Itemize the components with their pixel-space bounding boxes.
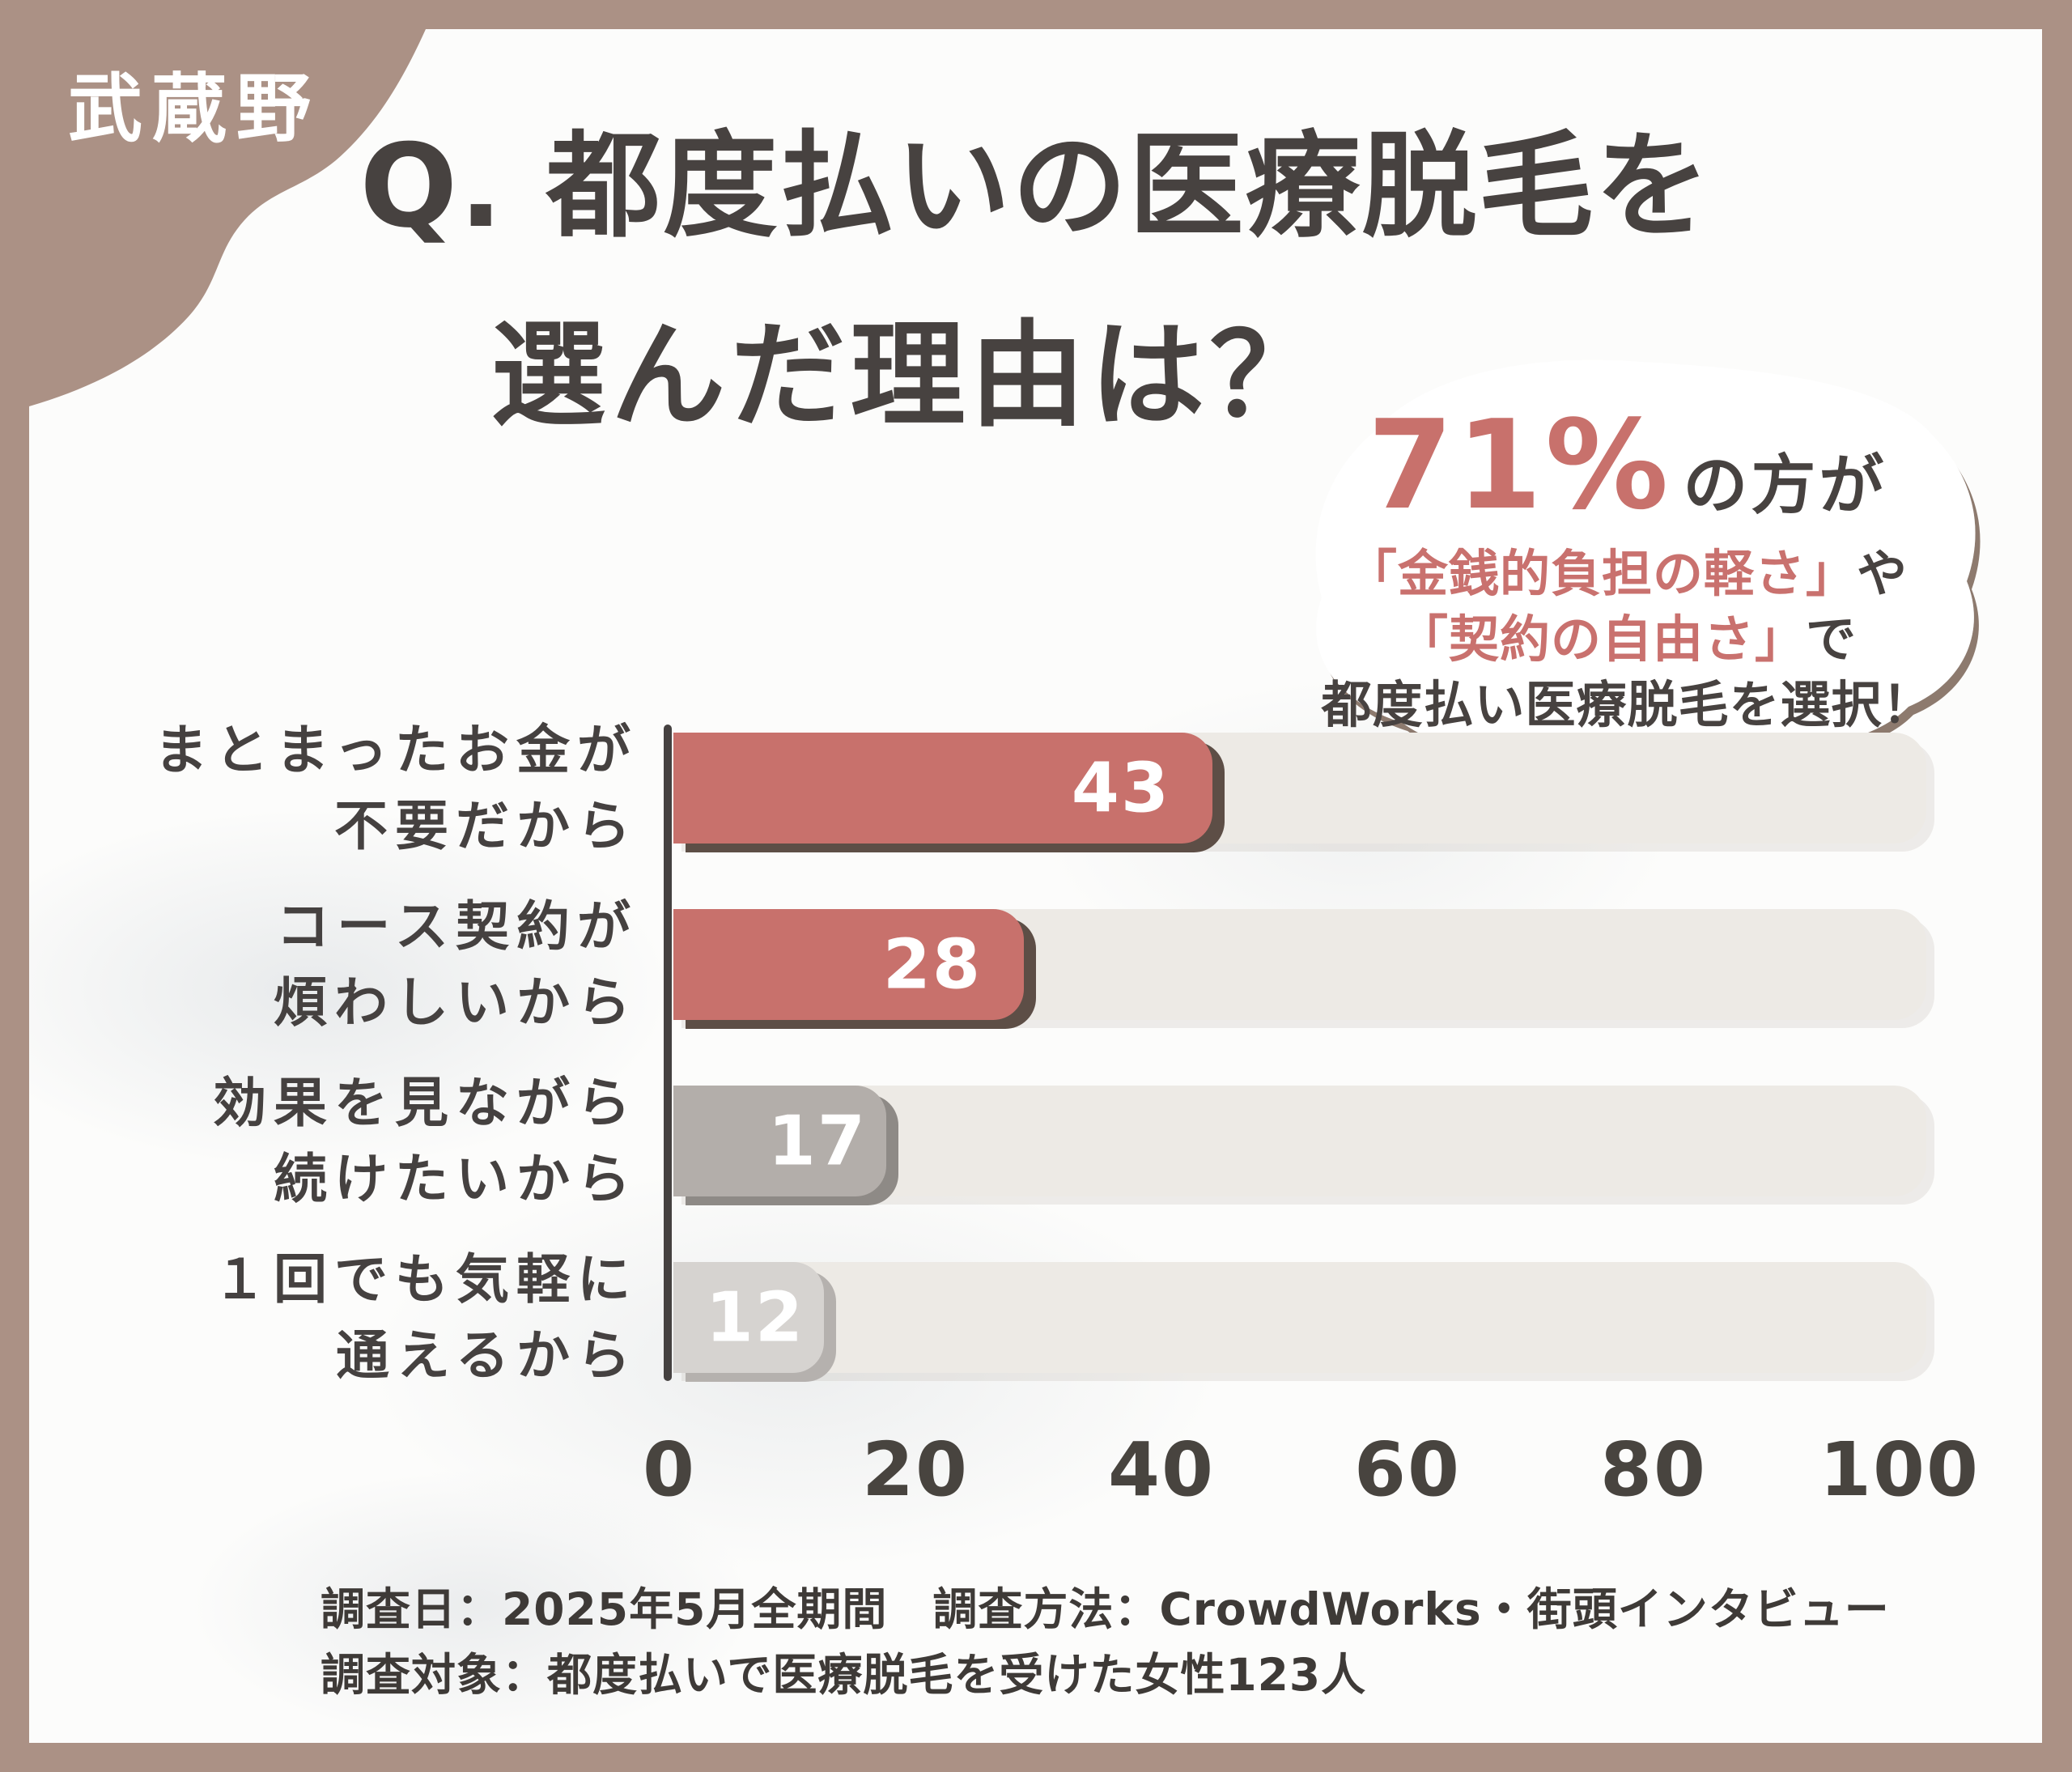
page-title: Q. 都度払いの医療脱毛を 選んだ理由は？ — [29, 92, 2042, 448]
quote-2-suffix: で — [1806, 610, 1858, 669]
bar: 43 — [673, 733, 1212, 844]
category-label-line: 効果を見ながら — [213, 1071, 638, 1134]
stat-percentage: 71% — [1367, 393, 1672, 537]
quote-1: 「金銭的負担の軽さ」 — [1346, 543, 1857, 603]
category-label-line: １回でも気軽に — [213, 1247, 638, 1311]
callout-text: 71% の方が 「金銭的負担の軽さ」や 「契約の自由さ」で 都度払い医療脱毛を選… — [1285, 393, 1969, 735]
stat-suffix: の方が — [1683, 448, 1887, 523]
quote-1-suffix: や — [1857, 543, 1909, 603]
survey-note-line-2: 調査対象：都度払いで医療脱毛を受けた女性123人 — [321, 1649, 1367, 1702]
bar-value-label: 43 — [1071, 748, 1170, 828]
bar: 12 — [673, 1262, 824, 1373]
category-label-line: 煩わしいから — [274, 971, 638, 1034]
bar-value-label: 28 — [882, 924, 982, 1005]
category-label: １回でも気軽に通えるから — [29, 1233, 638, 1403]
category-label-line: 通えるから — [335, 1324, 638, 1387]
bar-value-label: 17 — [767, 1101, 867, 1181]
category-label-line: 不要だから — [334, 794, 638, 857]
category-label: 効果を見ながら続けたいから — [29, 1056, 638, 1226]
x-axis-tick-label: 0 — [642, 1426, 697, 1513]
category-label-line: 続けたいから — [274, 1147, 638, 1210]
category-label: コース契約が 煩わしいから — [29, 880, 638, 1050]
bar-track — [673, 1262, 1926, 1373]
x-axis-tick-label: 60 — [1353, 1426, 1462, 1513]
bar: 28 — [673, 909, 1024, 1020]
category-label-line: まとまったお金が — [154, 718, 638, 781]
bubble-cloud — [1315, 359, 1976, 758]
x-axis-tick-label: 100 — [1819, 1426, 1981, 1513]
survey-notes: 調査日：2025年5月全期間 調査方法：CrowdWorks・街頭インタビュー … — [321, 1577, 1890, 1709]
survey-note-line-1: 調査日：2025年5月全期間 調査方法：CrowdWorks・街頭インタビュー — [321, 1583, 1890, 1635]
x-axis-tick-label: 80 — [1599, 1426, 1708, 1513]
callout-conclusion: 都度払い医療脱毛を選択！ — [1321, 675, 1934, 735]
y-axis-line — [664, 725, 672, 1381]
title-line-1: Q. 都度払いの医療脱毛を — [359, 120, 1712, 253]
callout-bubble: 71% の方が 「金銭的負担の軽さ」や 「契約の自由さ」で 都度払い医療脱毛を選… — [1257, 353, 2002, 871]
brand-badge: 武蔵野 — [68, 66, 321, 152]
bar: 17 — [673, 1086, 886, 1196]
bar-value-label: 12 — [705, 1277, 805, 1358]
category-label-line: コース契約が — [276, 894, 638, 958]
quote-2: 「契約の自由さ」 — [1397, 610, 1806, 669]
category-label: まとまったお金が不要だから — [29, 703, 638, 873]
corner-blob-shape — [29, 29, 426, 406]
x-axis-tick-label: 40 — [1107, 1426, 1216, 1513]
x-axis-tick-label: 20 — [861, 1426, 970, 1513]
infographic-canvas: 武蔵野 Q. 都度払いの医療脱毛を 選んだ理由は？ 71% の方が — [29, 29, 2042, 1743]
title-line-2: 選んだ理由は？ — [490, 309, 1330, 443]
